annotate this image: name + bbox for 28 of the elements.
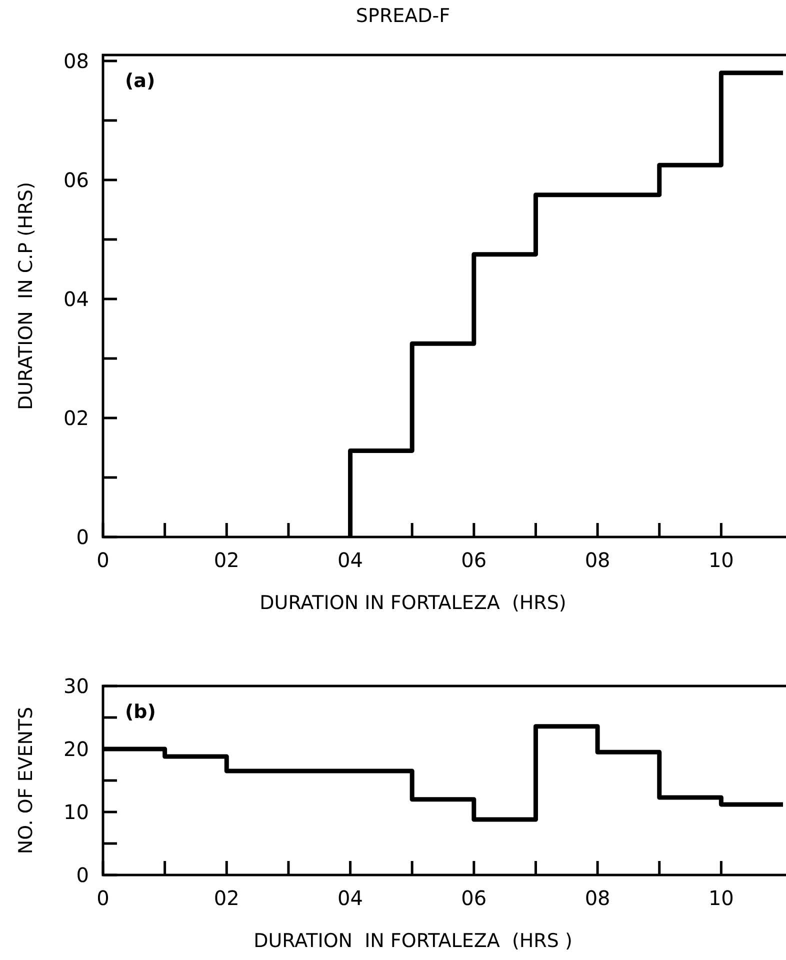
x-tick-label: 04 <box>338 548 363 572</box>
y-tick-label: 0 <box>76 525 89 549</box>
x-tick-label: 06 <box>461 886 487 910</box>
y-tick-label: 0 <box>76 863 89 887</box>
y-tick-label: 02 <box>64 406 89 430</box>
chart-title: SPREAD-F <box>356 5 450 27</box>
y-tick-label: 04 <box>64 286 89 311</box>
x-tick-label: 08 <box>584 548 610 572</box>
y-tick-label: 06 <box>64 168 89 192</box>
x-axis-title: DURATION IN FORTALEZA (HRS) <box>260 592 566 614</box>
annotation: (b) <box>125 701 156 723</box>
y-tick-label: 10 <box>64 800 89 824</box>
y-tick-label: 30 <box>64 674 89 698</box>
x-axis-title: DURATION IN FORTALEZA (HRS ) <box>254 930 572 952</box>
annotation: (a) <box>125 70 156 92</box>
x-tick-label: 06 <box>461 548 487 572</box>
y-axis-title: DURATION IN C.P (HRS) <box>15 182 37 410</box>
x-tick-label: 0 <box>96 886 110 910</box>
x-tick-label: 04 <box>338 886 363 910</box>
y-axis-title: NO. OF EVENTS <box>15 706 37 854</box>
x-tick-label: 0 <box>96 548 110 572</box>
x-tick-label: 02 <box>214 886 240 910</box>
x-tick-label: 10 <box>708 886 734 910</box>
x-tick-label: 02 <box>214 548 240 572</box>
y-tick-label: 20 <box>64 737 89 761</box>
y-tick-label: 08 <box>64 48 89 73</box>
x-tick-label: 10 <box>708 548 734 572</box>
x-tick-label: 08 <box>584 886 610 910</box>
